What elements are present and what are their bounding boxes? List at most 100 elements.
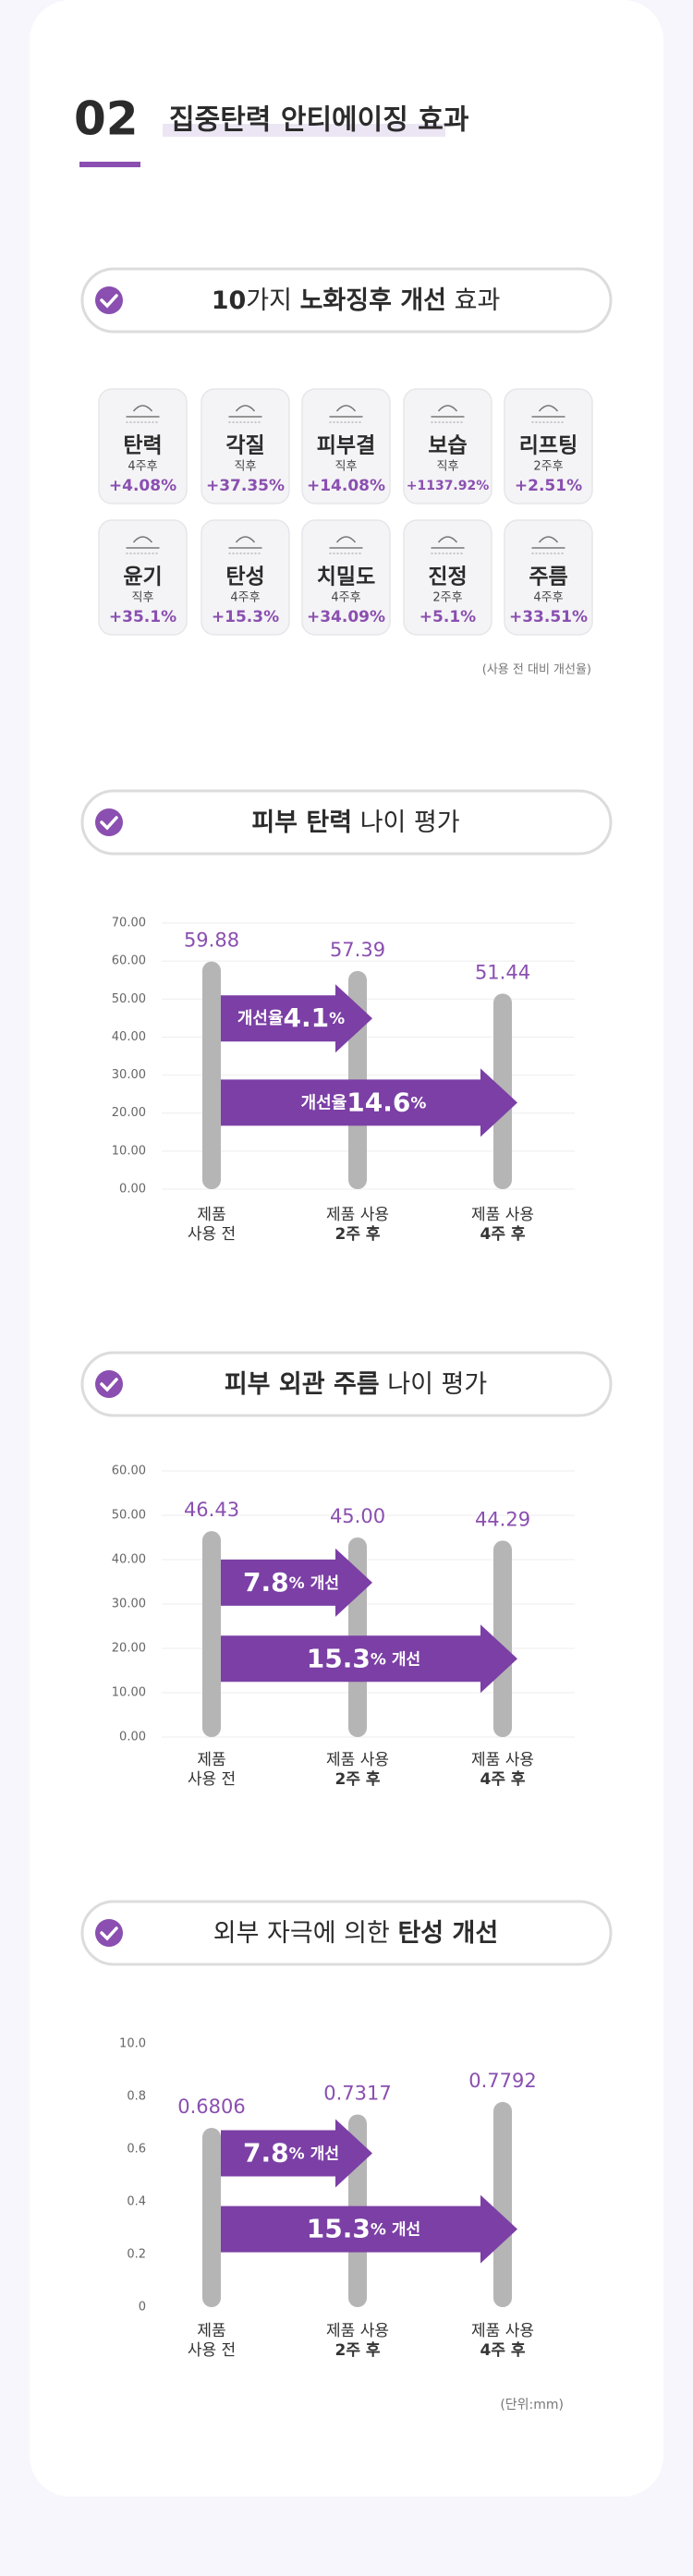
- sign-card: [201, 388, 290, 504]
- y-tick-label: 20.00: [112, 1642, 146, 1656]
- arrow-unit: %: [329, 1010, 345, 1028]
- sign-name: 윤기: [123, 565, 162, 589]
- sign-card: [403, 519, 492, 636]
- sign-period: 4주후: [533, 591, 563, 605]
- y-tick-label: 0.00: [119, 1731, 146, 1744]
- category-line: 사용 전: [188, 2341, 236, 2360]
- category-label: 제품 사용 4주 후: [471, 2322, 534, 2360]
- bar: [202, 961, 221, 1189]
- heading-segment: 피부 탄력: [251, 808, 352, 837]
- category-line: 2주 후: [334, 2340, 380, 2360]
- sign-icon: [132, 405, 153, 412]
- check-mark: [100, 294, 118, 309]
- heading-segment: 10: [212, 286, 247, 315]
- y-tick-label: 0.8: [127, 2090, 146, 2104]
- category-label: 제품 사용 2주 후: [326, 1206, 389, 1244]
- sign-card: [201, 519, 290, 636]
- sign-period: 직후: [132, 591, 154, 605]
- value-label: 0.6806: [177, 2096, 245, 2118]
- category-line: 제품 사용: [471, 1751, 534, 1769]
- y-tick-label: 70.00: [112, 917, 146, 930]
- arrow-value: 15.3: [307, 2214, 371, 2244]
- category-label: 제품 사용 2주 후: [326, 2322, 389, 2360]
- value-label: 45.00: [330, 1505, 385, 1527]
- bar: [493, 1540, 512, 1737]
- y-tick-label: 40.00: [112, 1553, 146, 1567]
- category-line: 제품: [197, 1751, 225, 1769]
- section-number: 02: [74, 92, 139, 146]
- y-tick-label: 10.00: [112, 1686, 146, 1700]
- sign-icon: [235, 405, 256, 412]
- sign-card: [98, 388, 188, 504]
- value-label: 46.43: [184, 1499, 239, 1521]
- sign-value: +33.51%: [509, 608, 588, 626]
- check-icon: [95, 286, 123, 314]
- y-tick-label: 0.6: [127, 2143, 146, 2157]
- y-tick-label: 20.00: [112, 1106, 146, 1120]
- check-icon: [95, 1370, 123, 1398]
- value-label: 0.7317: [323, 2082, 391, 2104]
- arrow-unit: %: [410, 1094, 426, 1112]
- sign-name: 피부결: [317, 434, 375, 458]
- sign-period: 직후: [335, 460, 358, 474]
- sign-value: +37.35%: [206, 477, 285, 495]
- sign-value: +14.08%: [307, 477, 385, 495]
- arrow-label: 개선율4.1%: [237, 1002, 345, 1033]
- arrow-value: 7.8: [243, 1567, 289, 1598]
- y-tick-label: 0.4: [127, 2195, 146, 2209]
- category-line: 제품 사용: [326, 1206, 389, 1224]
- arrow-suffix: 개선: [392, 2221, 420, 2240]
- sign-period: 직후: [235, 460, 257, 474]
- arrow: [221, 984, 372, 1053]
- sign-period: 직후: [437, 460, 459, 474]
- sign-name: 진정: [428, 565, 467, 589]
- category-label: 제품 사용 전: [188, 1206, 236, 1244]
- y-tick-label: 50.00: [112, 992, 146, 1006]
- category-label: 제품 사용 2주 후: [326, 1751, 389, 1789]
- bar: [493, 2101, 512, 2307]
- sign-card: [504, 519, 593, 636]
- heading-segment: 탄성 개선: [397, 1919, 498, 1948]
- category-line: 4주 후: [480, 1224, 525, 1244]
- heading-segment: 나이 평가: [380, 1370, 488, 1399]
- sign-value: +35.1%: [109, 608, 176, 626]
- category-line: 2주 후: [334, 1769, 380, 1789]
- category-line: 제품: [197, 1206, 225, 1224]
- arrow-prefix: 개선율: [237, 1009, 284, 1028]
- arrow-label: 7.8% 개선: [243, 1567, 339, 1598]
- category-line: 4주 후: [480, 2340, 525, 2360]
- heading-segment: 효과: [446, 286, 500, 315]
- arrow: [221, 1068, 517, 1137]
- sign-icon: [437, 536, 458, 543]
- number-underline: [79, 162, 140, 167]
- sign-value: +2.51%: [515, 477, 582, 495]
- arrow-label: 15.3% 개선: [307, 2214, 420, 2244]
- sign-name: 치밀도: [317, 565, 375, 589]
- category-line: 사용 전: [188, 1225, 236, 1244]
- check-mark: [100, 1926, 118, 1941]
- heading-segment: 나이 평가: [352, 808, 460, 837]
- sign-name: 보습: [428, 434, 467, 458]
- check-icon: [95, 808, 123, 836]
- arrow-value: 15.3: [307, 1643, 371, 1673]
- arrow-unit: %: [289, 2145, 305, 2163]
- sign-period: 2주후: [432, 591, 462, 605]
- sign-icon: [538, 536, 559, 543]
- heading-text: 피부 외관 주름 나이 평가: [225, 1370, 487, 1399]
- value-label: 59.88: [184, 930, 239, 952]
- category-label: 제품 사용 4주 후: [471, 1751, 534, 1789]
- arrow-unit: %: [371, 2221, 386, 2240]
- heading-pill: [80, 1900, 613, 1966]
- sign-icon: [235, 536, 256, 543]
- category-line: 2주 후: [334, 1224, 380, 1244]
- y-tick-label: 10.0: [119, 2037, 146, 2051]
- sign-period: 4주후: [331, 591, 360, 605]
- arrow-value: 4.1: [284, 1002, 330, 1033]
- arrow-suffix: 개선: [310, 2145, 339, 2163]
- sign-icon: [335, 536, 357, 543]
- arrow-label: 15.3% 개선: [307, 1643, 420, 1673]
- category-line: 제품 사용: [326, 1751, 389, 1769]
- check-icon: [95, 1919, 123, 1947]
- heading-pill: [80, 267, 613, 334]
